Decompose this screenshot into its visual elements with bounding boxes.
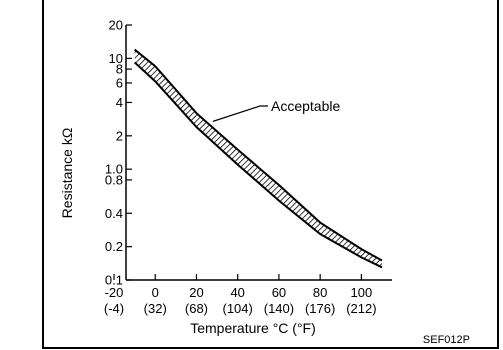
- y-tick-label: 8: [116, 62, 123, 77]
- x-tick-label-f: (176): [305, 301, 335, 316]
- y-tick-label: 20: [109, 18, 123, 33]
- x-tick-label-f: (32): [144, 301, 167, 316]
- x-tick-label-f: (-4): [104, 301, 124, 316]
- y-tick-label: 2: [116, 128, 123, 143]
- x-tick-label-c: 0: [152, 285, 159, 300]
- x-tick-label-c: 60: [272, 285, 286, 300]
- y-tick-label: 4: [116, 95, 123, 110]
- figure-code: SEF012P: [423, 334, 470, 346]
- axis-labels: Resistance kΩ Temperature °C (°F) SEF012…: [59, 128, 470, 346]
- acceptable-annotation: Acceptable: [271, 98, 340, 114]
- x-tick-label-f: (68): [185, 301, 208, 316]
- acceptable-leader-line: [212, 105, 268, 122]
- acceptable-lower-line: [133, 61, 383, 269]
- y-tick-label: 6: [116, 75, 123, 90]
- x-tick-label-c: 80: [313, 285, 327, 300]
- y-tick-label: 10: [109, 51, 123, 66]
- y-tick-label: 1.0: [105, 162, 123, 177]
- x-tick-label-c: -20: [105, 285, 124, 300]
- x-tick-label-f: (212): [346, 301, 376, 316]
- figure-frame: [42, 0, 499, 349]
- axes: 0.10.20.40.81.024681020-20(-4)0(32)20(68…: [104, 18, 392, 316]
- x-axis-label: Temperature °C (°F): [190, 320, 316, 336]
- x-tick-label-c: 20: [189, 285, 203, 300]
- annotations: Acceptable: [212, 98, 340, 122]
- acceptable-band: [133, 48, 383, 269]
- x-tick-label-f: (140): [264, 301, 294, 316]
- y-tick-label: 0.4: [105, 206, 123, 221]
- y-tick-label: 0.2: [105, 239, 123, 254]
- x-tick-label-c: 100: [351, 285, 373, 300]
- x-tick-label-f: (104): [223, 301, 253, 316]
- acceptable-band-fill: [134, 49, 382, 268]
- acceptable-upper-line: [133, 48, 383, 262]
- y-axis-label: Resistance kΩ: [59, 128, 75, 219]
- x-tick-label-c: 40: [230, 285, 244, 300]
- y-tick-label: 0.8: [105, 172, 123, 187]
